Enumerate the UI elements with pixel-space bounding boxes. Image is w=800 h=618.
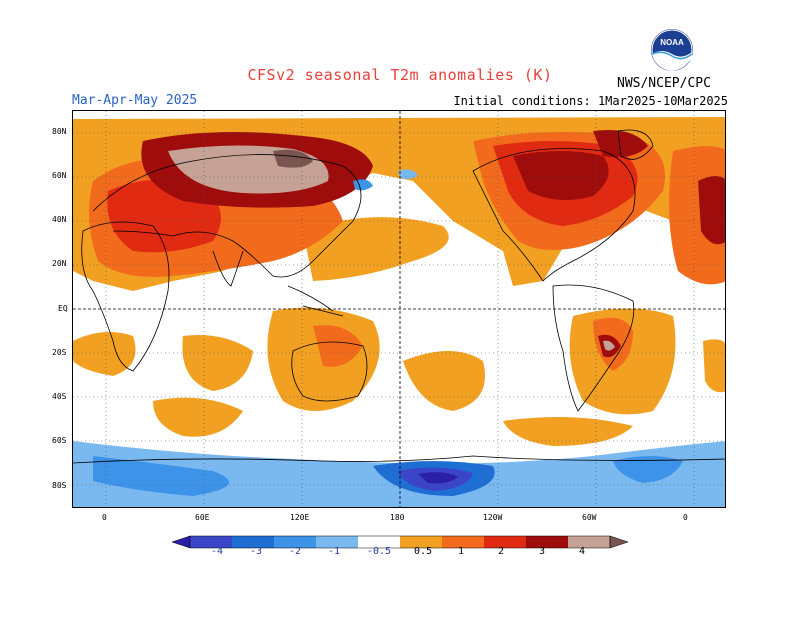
lat-label: 60S [52,436,67,445]
colorbar-label: 0.5 [414,546,433,557]
colorbar-label: 4 [579,546,586,557]
map-title: CFSv2 seasonal T2m anomalies (K) [247,66,553,84]
colorbar-swatch [358,536,401,548]
lon-label: 0 [683,513,688,522]
warm-anomaly-areas [73,117,725,446]
lat-label: 20N [52,259,67,268]
colorbar-outline [189,535,611,549]
anomaly-map [72,110,726,508]
colorbar-swatch [274,536,317,548]
colorbar-swatch [190,536,233,548]
lon-label: 60W [582,513,597,522]
colorbar-max-arrow [609,535,629,549]
lat-label: 40S [52,392,67,401]
colorbar-label: -0.5 [367,546,392,557]
lon-label: 0 [102,513,107,522]
lon-label: 180 [390,513,405,522]
lat-label: EQ [58,304,68,313]
lat-label: 40N [52,215,67,224]
colorbar-swatch [484,536,527,548]
colorbar-min-arrow [171,535,191,549]
colorbar-label: -1 [328,546,341,557]
agency-label: NWS/NCEP/CPC [617,76,711,91]
colorbar-swatch [400,536,443,548]
lat-label: 80N [52,127,67,136]
lon-label: 120W [483,513,503,522]
colorbar-label: -4 [211,546,224,557]
cold-anomaly-areas [73,169,725,507]
colorbar-swatch [232,536,275,548]
lon-label: 120E [290,513,310,522]
colorbar-swatch [568,536,611,548]
lat-label: 20S [52,348,67,357]
coastlines [73,129,725,464]
logo-text: NOAA [660,38,684,47]
colorbar-label: 2 [498,546,505,557]
colorbar-label: -2 [289,546,302,557]
lat-label: 60N [52,171,67,180]
grid-lines [73,111,725,507]
colorbar-swatch [316,536,359,548]
colorbar-swatch [526,536,569,548]
colorbar-label: -3 [250,546,263,557]
noaa-logo: NOAA [650,28,694,72]
colorbar-label: 1 [458,546,465,557]
initial-conditions: Initial conditions: 1Mar2025-10Mar2025 [453,94,728,108]
colorbar-swatch [442,536,485,548]
lon-label: 60E [195,513,210,522]
lat-label: 80S [52,481,67,490]
equator-dateline [73,111,725,507]
colorbar [171,532,629,552]
forecast-period: Mar-Apr-May 2025 [72,93,198,108]
colorbar-label: 3 [539,546,546,557]
